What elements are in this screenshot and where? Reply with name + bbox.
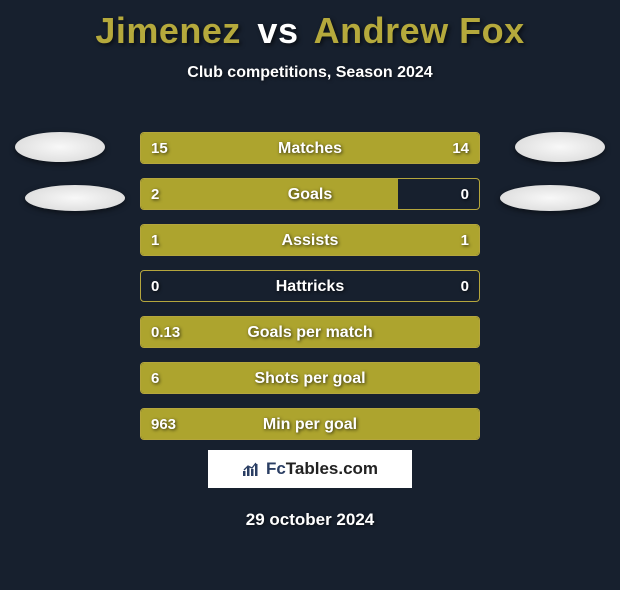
player2-avatar-placeholder <box>515 132 605 162</box>
player1-avatar-placeholder <box>15 132 105 162</box>
stat-label: Matches <box>141 133 479 163</box>
stat-row: 0.13Goals per match <box>140 316 480 348</box>
branding-badge: FcTables.com <box>208 450 412 488</box>
player1-club-placeholder <box>25 185 125 211</box>
stat-row: 20Goals <box>140 178 480 210</box>
player2-name: Andrew Fox <box>314 10 525 51</box>
stat-row: 11Assists <box>140 224 480 256</box>
player1-name: Jimenez <box>95 10 241 51</box>
stat-label: Assists <box>141 225 479 255</box>
stat-label: Goals <box>141 179 479 209</box>
stat-row: 963Min per goal <box>140 408 480 440</box>
subtitle: Club competitions, Season 2024 <box>0 64 620 82</box>
comparison-title: Jimenez vs Andrew Fox <box>0 10 620 52</box>
branding-suffix: Tables.com <box>286 459 378 478</box>
stat-label: Min per goal <box>141 409 479 439</box>
stat-row: 6Shots per goal <box>140 362 480 394</box>
player2-club-placeholder <box>500 185 600 211</box>
stat-bars: 1514Matches 20Goals 11Assists 00Hattricks 0.… <box>140 132 480 454</box>
vs-label: vs <box>257 10 298 51</box>
stat-row: 00Hattricks <box>140 270 480 302</box>
stat-label: Goals per match <box>141 317 479 347</box>
chart-icon <box>242 461 260 477</box>
snapshot-date: 29 october 2024 <box>0 510 620 530</box>
stat-row: 1514Matches <box>140 132 480 164</box>
stat-label: Hattricks <box>141 271 479 301</box>
stat-label: Shots per goal <box>141 363 479 393</box>
branding-prefix: Fc <box>266 459 286 478</box>
